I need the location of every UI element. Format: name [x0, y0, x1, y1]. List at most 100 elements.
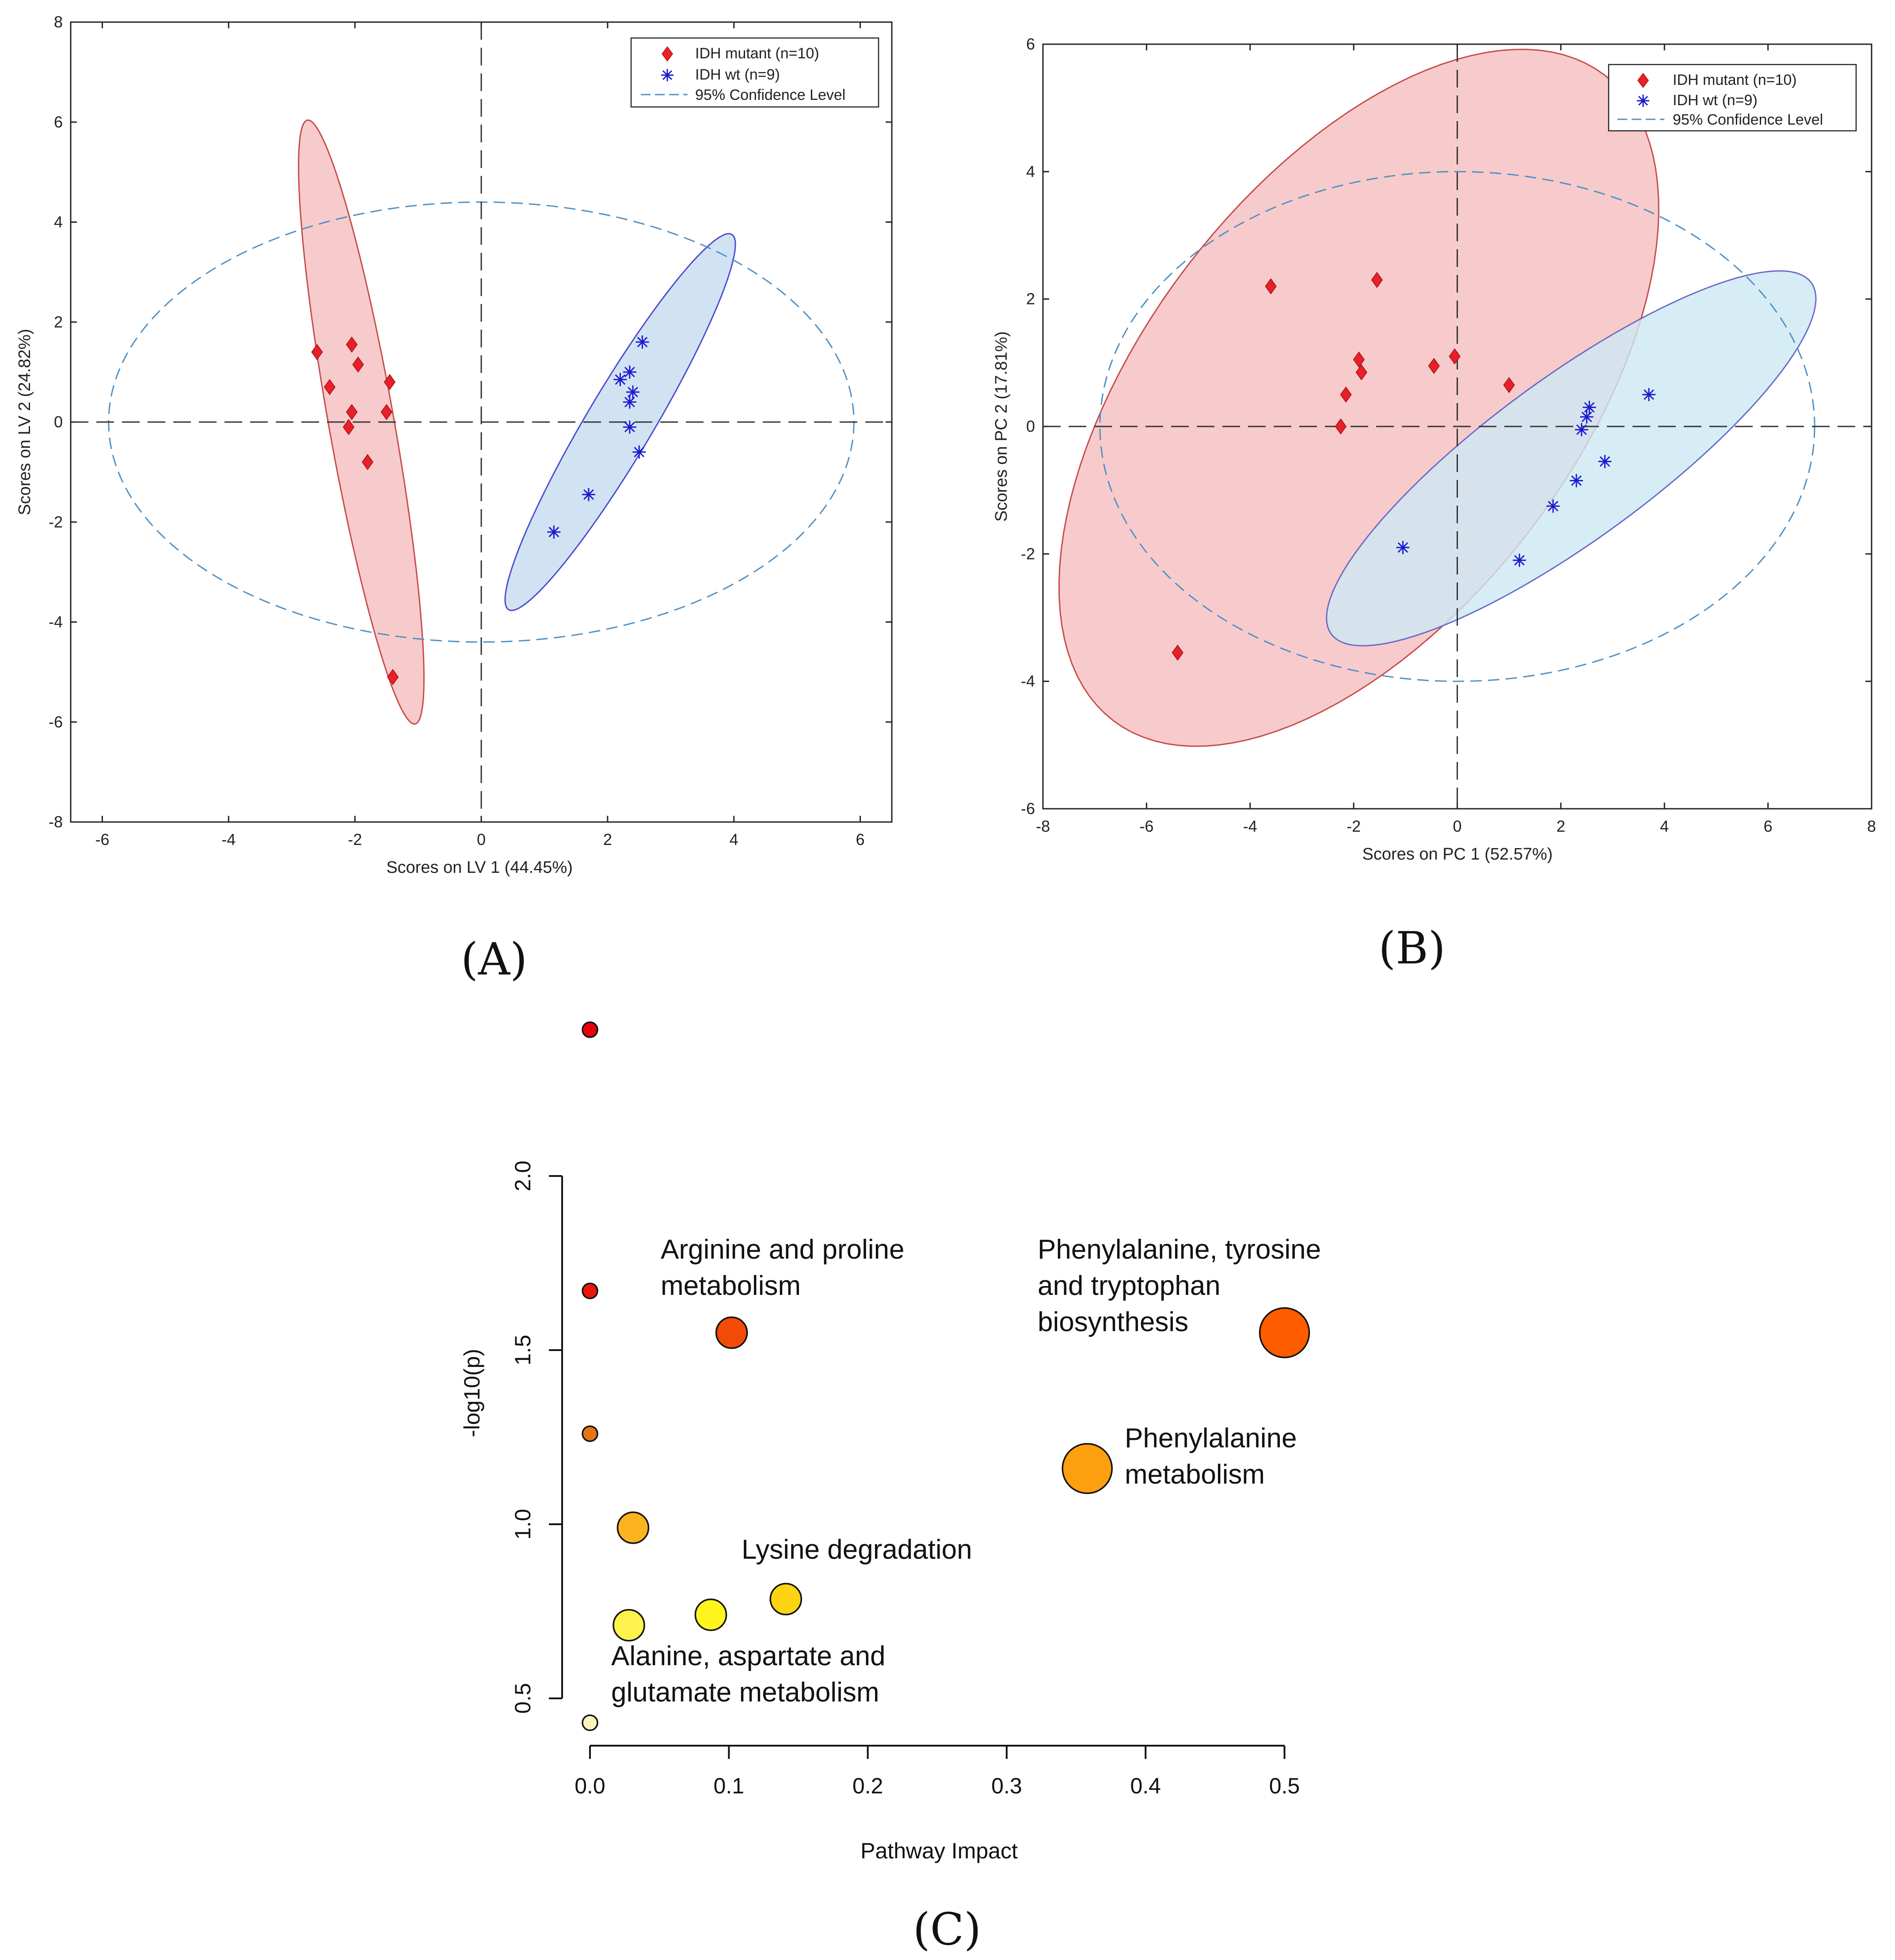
- y-axis-label: Scores on PC 2 (17.81%): [992, 331, 1011, 522]
- data-point-diamond: [361, 454, 373, 470]
- x-tick-label: 4: [730, 830, 738, 849]
- x-tick-label: 0: [477, 830, 486, 849]
- pathway-bubble: [582, 1714, 598, 1731]
- data-point-diamond: [342, 419, 355, 435]
- annotation-phe-tyr-trp: Phenylalanine, tyrosine and tryptophan b…: [1038, 1234, 1328, 1337]
- x-tick-label: 0.1: [714, 1774, 745, 1798]
- x-tick-label: 0.4: [1130, 1774, 1161, 1798]
- y-tick-label: -4: [1021, 672, 1035, 690]
- data-point-diamond: [381, 404, 392, 420]
- annotation-lysine: Lysine degradation: [742, 1534, 972, 1565]
- y-tick-label: -6: [49, 713, 63, 731]
- y-tick-label: -2: [49, 513, 63, 531]
- y-tick-label: -4: [49, 613, 63, 631]
- data-point-asterisk: [1598, 455, 1612, 468]
- data-point-asterisk: [623, 365, 636, 379]
- legend-label: IDH mutant (n=10): [695, 45, 819, 62]
- y-tick-label: 1.0: [510, 1509, 535, 1540]
- x-tick-label: 0: [1453, 817, 1461, 835]
- y-tick-label: 0.5: [510, 1683, 535, 1714]
- data-point-asterisk: [626, 385, 640, 399]
- data-point-diamond: [384, 374, 396, 390]
- data-point-diamond: [1428, 358, 1440, 374]
- data-point-asterisk: [1513, 553, 1526, 567]
- x-tick-label: -2: [1347, 817, 1361, 835]
- legend-diamond-marker: [662, 46, 673, 62]
- x-tick-label: -6: [95, 830, 109, 849]
- legend-asterisk-marker: [661, 69, 674, 81]
- data-point-asterisk: [632, 445, 646, 459]
- x-tick-label: 0.0: [575, 1774, 605, 1798]
- legend-asterisk-marker: [1637, 95, 1649, 107]
- y-tick-label: 6: [1026, 35, 1035, 53]
- y-tick-label: 4: [54, 213, 63, 231]
- x-axis-label: Pathway Impact: [860, 1838, 1018, 1863]
- pathway-bubble: [616, 1511, 650, 1544]
- data-point-diamond: [1172, 644, 1183, 661]
- y-tick-label: -2: [1021, 544, 1035, 563]
- x-tick-label: 6: [856, 830, 865, 849]
- pathway-bubble: [694, 1598, 727, 1631]
- data-point-diamond: [1265, 278, 1277, 295]
- x-tick-label: -8: [1036, 817, 1050, 835]
- data-point-asterisk: [1575, 423, 1588, 437]
- legend-label: IDH wt (n=9): [695, 66, 780, 83]
- data-point-asterisk: [623, 395, 636, 409]
- panel-label: (A): [461, 933, 527, 985]
- x-tick-label: 0.2: [852, 1774, 883, 1798]
- y-tick-label: 2.0: [510, 1161, 535, 1191]
- y-tick-label: 6: [54, 113, 63, 131]
- annotation-arginine: Arginine and proline metabolism: [661, 1234, 912, 1301]
- x-tick-label: -4: [1243, 817, 1257, 835]
- x-tick-label: 4: [1660, 817, 1669, 835]
- y-tick-label: -8: [49, 813, 63, 831]
- pathway-bubble: [582, 1283, 598, 1299]
- pathway-bubble: [769, 1583, 802, 1616]
- pathway-bubble: [613, 1609, 645, 1642]
- panel-label: (B): [1378, 922, 1446, 974]
- legend-label: 95% Confidence Level: [695, 87, 845, 103]
- data-point-asterisk: [1396, 540, 1410, 554]
- panel-label: (C): [913, 1903, 982, 1955]
- pathway-bubble: [582, 1425, 598, 1442]
- y-tick-label: 0: [1026, 417, 1035, 435]
- data-point-diamond: [1353, 351, 1365, 368]
- data-point-diamond: [1371, 272, 1383, 288]
- y-tick-label: 2: [1026, 290, 1035, 308]
- data-point-asterisk: [635, 335, 649, 349]
- legend-box: [630, 37, 879, 108]
- data-point-diamond: [352, 356, 364, 373]
- group-ellipse: [1326, 270, 1817, 647]
- data-point-diamond: [1335, 418, 1347, 435]
- x-tick-label: -6: [1139, 817, 1153, 835]
- panel-a-chart: -6 -4 -2 0 2 4 6 -8 -6 -4 -2 0 2 4 6 8 IDH mutant (n=10…: [15, 13, 893, 985]
- data-point-asterisk: [1580, 410, 1594, 424]
- y-axis-label: -log10(p): [460, 1349, 484, 1437]
- annotation-alanine: Alanine, aspartate and glutamate metabol…: [611, 1641, 893, 1708]
- annotation-phenylalanine: Phenylalanine metabolism: [1125, 1423, 1305, 1490]
- data-point-asterisk: [613, 373, 627, 386]
- data-point-asterisk: [623, 420, 636, 434]
- pathway-bubble: [715, 1316, 748, 1349]
- y-tick-label: 0: [54, 413, 63, 431]
- data-point-asterisk: [1642, 388, 1656, 401]
- data-point-asterisk: [1570, 474, 1583, 487]
- x-tick-label: 2: [603, 830, 612, 849]
- legend-label: IDH mutant (n=10): [1673, 72, 1797, 88]
- data-point-asterisk: [547, 525, 561, 539]
- y-axis-label: Scores on LV 2 (24.82%): [15, 329, 34, 515]
- data-point-diamond: [311, 344, 323, 360]
- y-tick-label: 4: [1026, 162, 1035, 180]
- pathway-bubble: [1062, 1443, 1113, 1494]
- data-point-diamond: [323, 379, 336, 396]
- x-tick-label: 0.3: [991, 1774, 1022, 1798]
- pathway-bubble: [582, 1021, 598, 1038]
- data-point-asterisk: [1583, 400, 1596, 414]
- data-point-diamond: [1355, 364, 1367, 381]
- legend-label: IDH wt (n=9): [1673, 92, 1758, 109]
- data-point-diamond: [346, 404, 358, 420]
- x-axis-label: Scores on LV 1 (44.45%): [386, 858, 573, 877]
- y-tick-label: 2: [54, 313, 63, 331]
